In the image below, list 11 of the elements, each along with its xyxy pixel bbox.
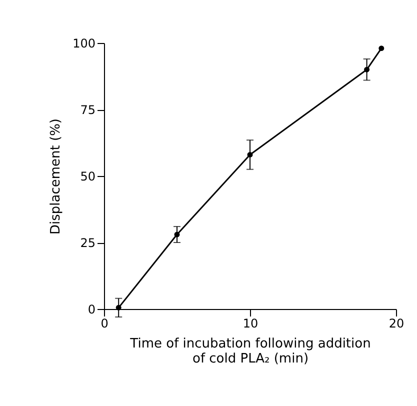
y-tick-label: 50 [80, 170, 96, 184]
y-tick-label: 0 [88, 302, 96, 316]
y-tick-label: 25 [80, 236, 96, 250]
point [378, 46, 384, 52]
x-tick-label: 0 [100, 316, 108, 330]
x-tick-label: 10 [242, 316, 258, 330]
y-axis-title: Displacement (%) [48, 118, 64, 234]
y-tick-label: 75 [80, 103, 96, 117]
y-tick-label: 100 [72, 36, 96, 50]
x-tick-label: 20 [388, 316, 404, 330]
x-axis-title: Time of incubation following addition of cold PLA₂ (min) [129, 336, 371, 366]
